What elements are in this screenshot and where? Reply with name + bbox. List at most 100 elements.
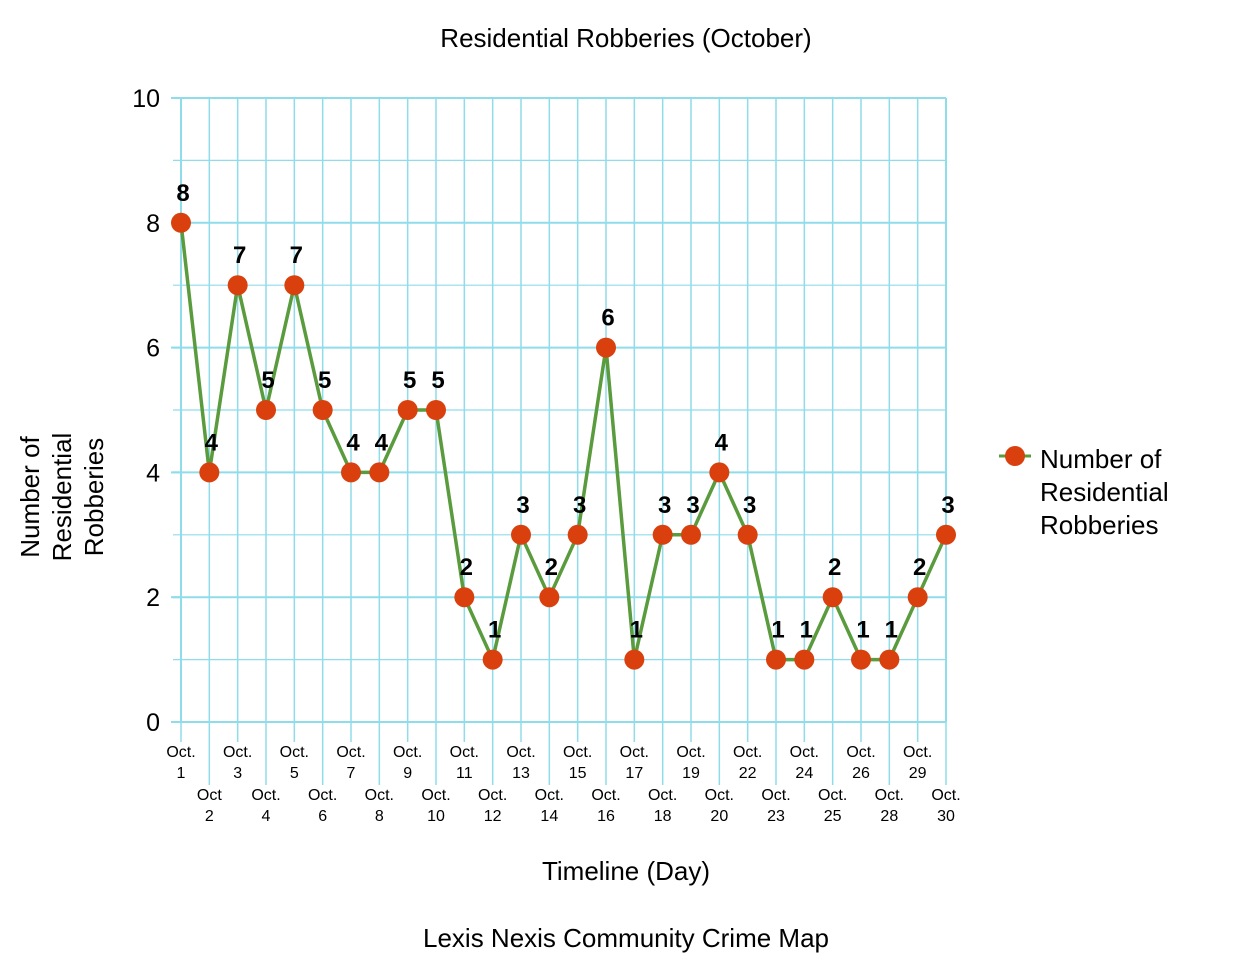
data-label: 4 bbox=[375, 429, 389, 456]
data-label: 1 bbox=[800, 617, 813, 644]
x-tick-label-line-1: Oct. bbox=[308, 787, 337, 804]
x-tick-label-line-1: Oct. bbox=[761, 787, 790, 804]
x-tick-label-line-2: 3 bbox=[233, 765, 242, 782]
y-axis-label: Number of Residential Robberies bbox=[15, 433, 109, 562]
x-tick-label-line-1: Oct. bbox=[818, 787, 847, 804]
data-label: 4 bbox=[205, 429, 219, 456]
grid bbox=[171, 97, 947, 785]
source-note: Lexis Nexis Community Crime Map bbox=[423, 923, 829, 953]
data-label: 3 bbox=[941, 492, 954, 519]
data-label: 3 bbox=[573, 492, 586, 519]
x-tick-label-line-2: 2 bbox=[205, 808, 214, 825]
x-tick-label-line-1: Oct. bbox=[705, 787, 734, 804]
x-tick-label-line-2: 30 bbox=[937, 808, 955, 825]
x-tick-label-line-1: Oct. bbox=[790, 744, 819, 761]
data-label: 5 bbox=[431, 367, 444, 394]
x-tick-label-line-1: Oct. bbox=[478, 787, 507, 804]
x-tick-label: Oct 2 bbox=[197, 787, 222, 825]
x-tick-label: Oct. 25 bbox=[818, 787, 847, 825]
data-point bbox=[539, 587, 560, 608]
data-point bbox=[851, 649, 871, 670]
x-tick-label-line-1: Oct bbox=[197, 787, 222, 804]
y-tick-label: 6 bbox=[146, 335, 160, 363]
x-tick-label-line-2: 19 bbox=[682, 765, 700, 782]
x-tick-label: Oct. 18 bbox=[648, 787, 677, 825]
x-tick-label: Oct. 28 bbox=[875, 787, 904, 825]
data-point bbox=[511, 524, 531, 545]
x-tick-label-line-1: Oct. bbox=[251, 787, 280, 804]
data-label: 2 bbox=[545, 554, 558, 581]
legend-marker-icon bbox=[1005, 446, 1025, 466]
data-label: 5 bbox=[318, 367, 331, 394]
x-tick-label: Oct. 11 bbox=[450, 744, 479, 782]
y-tick-label: 0 bbox=[146, 709, 160, 737]
data-label: 2 bbox=[913, 554, 926, 581]
x-tick-label: Oct. 10 bbox=[421, 787, 450, 825]
data-label: 2 bbox=[828, 554, 841, 581]
x-tick-label: Oct. 24 bbox=[790, 744, 819, 782]
x-tick-label: Oct. 16 bbox=[591, 787, 620, 825]
data-point bbox=[284, 275, 305, 296]
data-point bbox=[341, 462, 361, 483]
x-tick-label-line-2: 24 bbox=[795, 765, 813, 782]
data-label: 1 bbox=[885, 617, 898, 644]
x-tick-label-line-1: Oct. bbox=[931, 787, 960, 804]
x-tick-label-line-2: 11 bbox=[456, 765, 473, 782]
y-tick-label: 4 bbox=[146, 459, 160, 487]
x-tick-label-line-2: 10 bbox=[427, 808, 445, 825]
x-tick-label-line-2: 8 bbox=[375, 808, 384, 825]
x-tick-label: Oct. 12 bbox=[478, 787, 507, 825]
x-tick-label-line-1: Oct. bbox=[280, 744, 309, 761]
x-tick-label-line-1: Oct. bbox=[846, 744, 875, 761]
data-label: 6 bbox=[601, 305, 614, 332]
x-tick-label-line-1: Oct. bbox=[450, 744, 479, 761]
data-label: 1 bbox=[856, 617, 869, 644]
x-tick-label: Oct. 29 bbox=[903, 744, 932, 782]
data-point bbox=[312, 400, 333, 420]
x-axis-label: Timeline (Day) bbox=[542, 856, 710, 886]
data-label: 3 bbox=[658, 492, 671, 519]
x-axis-ticks: Oct.1Oct2Oct.3Oct.4Oct.5Oct.6Oct.7Oct.8O… bbox=[166, 744, 960, 825]
data-point bbox=[256, 400, 276, 420]
x-tick-label: Oct. 22 bbox=[733, 744, 762, 782]
x-tick-label-line-2: 4 bbox=[262, 808, 271, 825]
legend-label-line-3: Robberies bbox=[1040, 510, 1159, 540]
x-tick-label-line-2: 13 bbox=[512, 765, 530, 782]
x-tick-label-line-2: 6 bbox=[318, 808, 327, 825]
data-label: 5 bbox=[261, 367, 274, 394]
x-tick-label-line-2: 16 bbox=[597, 808, 615, 825]
x-tick-label: Oct. 17 bbox=[620, 744, 649, 782]
x-tick-label-line-1: Oct. bbox=[421, 787, 450, 804]
data-point bbox=[709, 462, 730, 483]
x-tick-label: Oct. 8 bbox=[365, 787, 394, 825]
data-point bbox=[567, 524, 588, 545]
data-point bbox=[936, 524, 956, 545]
x-tick-label-line-2: 5 bbox=[290, 765, 299, 782]
series bbox=[171, 212, 956, 670]
x-tick-label-line-2: 9 bbox=[403, 765, 412, 782]
y-tick-label: 2 bbox=[146, 584, 160, 612]
data-point bbox=[171, 212, 191, 233]
x-tick-label-line-1: Oct. bbox=[506, 744, 535, 761]
legend: Number of Residential Robberies bbox=[999, 444, 1169, 540]
x-tick-label-line-1: Oct. bbox=[875, 787, 904, 804]
series-line bbox=[179, 222, 948, 662]
data-label: 3 bbox=[516, 492, 529, 519]
x-tick-label-line-2: 12 bbox=[484, 808, 502, 825]
x-tick-label-line-2: 25 bbox=[824, 808, 842, 825]
data-point bbox=[737, 524, 758, 545]
x-tick-label: Oct. 15 bbox=[563, 744, 592, 782]
x-tick-label-line-2: 23 bbox=[767, 808, 785, 825]
x-tick-label-line-1: Oct. bbox=[166, 744, 195, 761]
x-tick-label-line-1: Oct. bbox=[620, 744, 649, 761]
x-tick-label-line-2: 17 bbox=[625, 765, 643, 782]
x-tick-label: Oct. 3 bbox=[223, 744, 252, 782]
x-tick-label: Oct. 20 bbox=[705, 787, 734, 825]
x-tick-label-line-2: 1 bbox=[177, 765, 186, 782]
data-point bbox=[426, 400, 446, 420]
x-tick-label-line-1: Oct. bbox=[535, 787, 564, 804]
x-tick-label-line-2: 14 bbox=[540, 808, 558, 825]
x-tick-label: Oct. 7 bbox=[336, 744, 365, 782]
